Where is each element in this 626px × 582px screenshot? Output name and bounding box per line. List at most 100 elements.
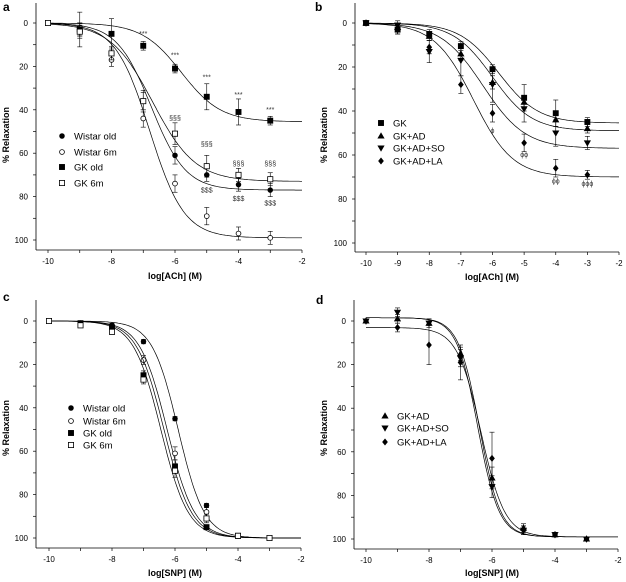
data-point bbox=[583, 535, 590, 543]
data-point bbox=[489, 454, 495, 462]
legend-marker bbox=[381, 425, 389, 432]
data-point bbox=[235, 230, 242, 237]
significance-annotation: *** bbox=[234, 92, 242, 99]
data-point bbox=[363, 19, 369, 27]
legend-label: GK old bbox=[74, 163, 103, 174]
legend-label: GK 6m bbox=[83, 441, 113, 452]
significance-annotation: §§§ bbox=[233, 161, 245, 168]
data-point bbox=[394, 323, 401, 332]
x-tick-label: -8 bbox=[425, 556, 433, 565]
data-point bbox=[583, 140, 591, 147]
x-tick-label: -10 bbox=[42, 257, 54, 266]
legend-marker bbox=[68, 441, 75, 448]
significance-annotation: ϕ bbox=[491, 128, 495, 135]
series-gk-old bbox=[45, 11, 302, 126]
legend-label: GK+AD bbox=[397, 412, 430, 423]
data-point bbox=[266, 535, 273, 542]
y-tick-label: 100 bbox=[333, 535, 347, 544]
y-tick-label: 40 bbox=[19, 404, 28, 413]
significance-annotation: *** bbox=[266, 107, 274, 114]
data-point bbox=[109, 328, 116, 335]
legend-marker bbox=[377, 145, 385, 152]
data-point bbox=[426, 43, 433, 51]
data-point bbox=[457, 57, 465, 65]
data-point bbox=[426, 341, 432, 349]
legend-label: Wistar old bbox=[83, 404, 125, 415]
y-tick-label: 100 bbox=[334, 239, 348, 248]
significance-annotation: *** bbox=[139, 31, 147, 38]
x-axis-label: log[ACh] (M) bbox=[465, 272, 519, 282]
x-tick-label: -5 bbox=[521, 259, 529, 268]
data-point bbox=[583, 124, 591, 132]
legend-label: Wistar 6m bbox=[74, 148, 117, 159]
x-tick-label: -2 bbox=[298, 257, 306, 266]
data-point bbox=[363, 317, 369, 325]
data-point bbox=[45, 19, 52, 26]
data-point bbox=[203, 93, 210, 100]
significance-annotation: ϕϕ bbox=[552, 179, 560, 186]
data-point bbox=[584, 171, 591, 179]
x-axis-label: log[SNP] (M) bbox=[148, 568, 202, 578]
legend-marker bbox=[377, 132, 385, 139]
data-point bbox=[457, 358, 464, 366]
data-point bbox=[171, 467, 178, 474]
significance-annotation: ϕϕϕ bbox=[581, 181, 593, 188]
data-point bbox=[172, 65, 178, 72]
significance-annotation: *** bbox=[203, 74, 211, 81]
x-tick-label: -2 bbox=[615, 259, 623, 268]
series-gk bbox=[363, 20, 619, 127]
legend-label: GK 6m bbox=[74, 179, 104, 190]
data-point bbox=[172, 152, 178, 159]
y-tick-label: 20 bbox=[337, 361, 346, 370]
x-tick-label: -6 bbox=[489, 259, 497, 268]
series-gk-ad-la bbox=[363, 19, 619, 180]
data-point bbox=[77, 322, 84, 329]
legend-label: GK+AD bbox=[393, 132, 426, 143]
y-axis-label: % Relaxation bbox=[319, 107, 329, 163]
x-tick-label: -10 bbox=[43, 555, 55, 564]
x-tick-label: -2 bbox=[614, 556, 622, 565]
data-point bbox=[203, 502, 210, 509]
y-tick-label: 80 bbox=[338, 195, 347, 204]
y-tick-label: 80 bbox=[19, 491, 28, 500]
significance-annotation: §§§ bbox=[201, 142, 213, 149]
x-tick-label: -10 bbox=[360, 259, 372, 268]
data-point bbox=[203, 163, 210, 170]
data-point bbox=[203, 213, 210, 219]
x-tick-label: -6 bbox=[488, 556, 496, 565]
data-point bbox=[108, 30, 115, 37]
data-point bbox=[584, 119, 591, 125]
y-tick-label: 100 bbox=[15, 534, 29, 543]
data-point bbox=[235, 181, 242, 188]
data-point bbox=[393, 315, 402, 322]
legend-marker bbox=[378, 157, 384, 165]
y-tick-label: 40 bbox=[338, 107, 347, 116]
legend-label: GK+AD+SO bbox=[393, 144, 445, 155]
series-gk-ad bbox=[362, 19, 619, 134]
y-tick-label: 0 bbox=[342, 317, 347, 326]
legend-marker bbox=[378, 120, 384, 126]
significance-annotation: $$$ bbox=[201, 187, 213, 194]
data-point bbox=[234, 532, 241, 539]
x-tick-label: -6 bbox=[171, 555, 179, 564]
legend-marker bbox=[68, 418, 74, 424]
data-point bbox=[172, 180, 178, 187]
y-tick-label: 20 bbox=[338, 63, 347, 72]
panel-letter: b bbox=[315, 0, 322, 14]
data-point bbox=[394, 26, 401, 34]
legend-label: GK+AD+LA bbox=[397, 438, 447, 449]
data-point bbox=[140, 115, 147, 122]
y-tick-label: 60 bbox=[19, 149, 28, 158]
panel-b: b 0 20 40 60 80 100 -10 -9 -8 -7 -6 -5 -4 -3 -2 log[ACh]… bbox=[315, 0, 623, 282]
y-axis-label: % Relaxation bbox=[1, 400, 11, 456]
legend-marker bbox=[59, 133, 65, 139]
data-point bbox=[235, 109, 242, 115]
data-point bbox=[489, 109, 496, 117]
data-point bbox=[267, 117, 274, 124]
legend-label: GK+AD+LA bbox=[393, 157, 443, 168]
y-tick-label: 20 bbox=[19, 360, 28, 369]
legend-label: GK old bbox=[83, 429, 112, 440]
y-tick-label: 0 bbox=[343, 19, 348, 28]
series-gk-6m bbox=[46, 317, 301, 542]
